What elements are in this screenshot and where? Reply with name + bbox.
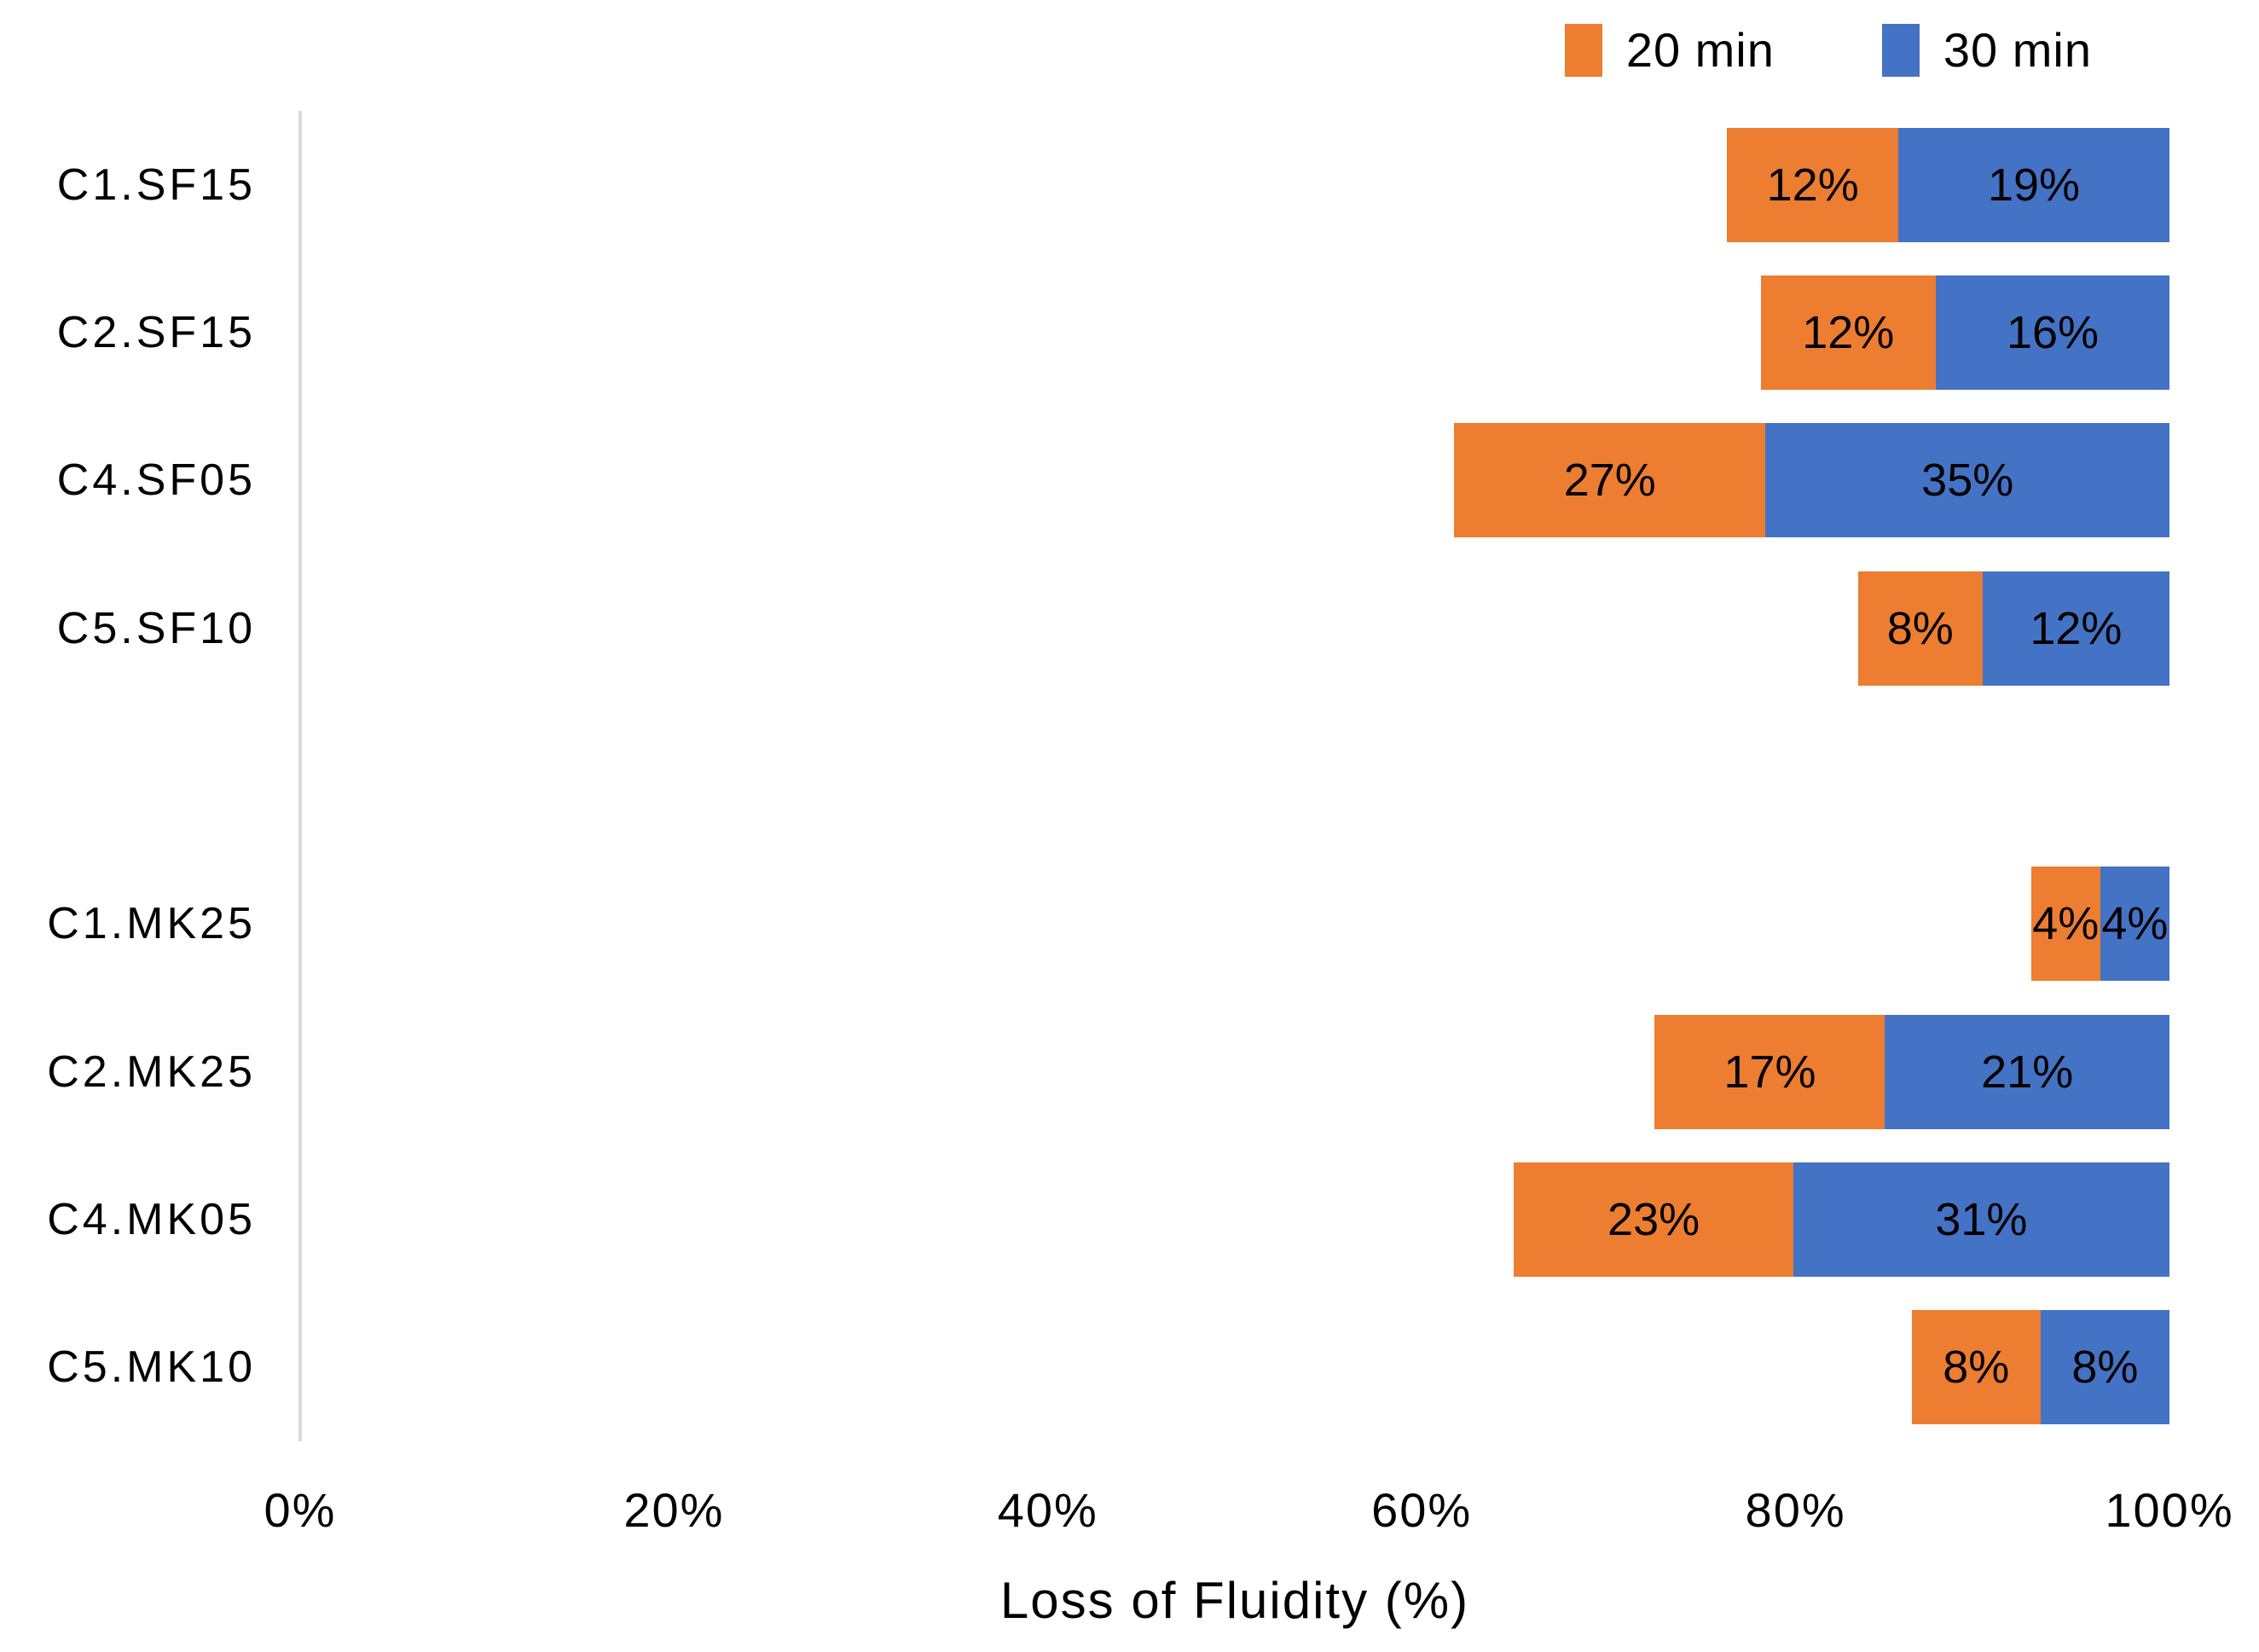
category-label: C4.SF05 [56,455,256,506]
bar-segment-30min: 21% [1885,1014,2169,1129]
legend-item-30min: 30 min [1881,22,2092,78]
x-tick-label: 60% [1371,1483,1473,1537]
bar-segment-20min: 27% [1454,423,1766,538]
stacked-bar: 8% 8% [300,1310,2169,1425]
bar-segment-30min: 19% [1898,127,2169,242]
bar-segment-30min: 12% [1982,571,2169,686]
y-axis-line [298,111,302,1441]
plot-area: C1.SF15 12% 19% C2.SF15 12% 16% C4.SF05 27% 35% C… [47,111,2169,1441]
bar-row: C4.SF05 27% 35% [57,407,2169,554]
bar-segment-30min: 4% [2100,867,2169,982]
category-label: C4.MK05 [47,1194,256,1244]
x-tick-label: 80% [1745,1483,1846,1537]
x-tick-label: 20% [623,1483,725,1537]
bar-value-label: 23% [1607,1193,1700,1245]
bar-value-label: 17% [1723,1046,1816,1098]
bar-value-label: 12% [2030,602,2123,654]
bar-row: C1.SF15 12% 19% [57,111,2169,258]
bar-value-label: 31% [1935,1193,2028,1245]
bar-row: C1.MK25 4% 4% [47,850,2169,998]
bar-segment-30min: 16% [1936,275,2169,390]
bar-value-label: 12% [1766,159,1859,211]
bar-value-label: 8% [1886,602,1954,654]
bar-value-label: 19% [1987,159,2081,211]
bar-value-label: 8% [1943,1342,2010,1394]
bar-segment-30min: 35% [1765,423,2169,538]
bar-value-label: 8% [2071,1342,2139,1394]
bar-row: C2.SF15 12% 16% [57,258,2169,406]
category-label: C2.SF15 [56,307,256,357]
x-tick-label: 40% [997,1483,1098,1537]
legend: 20 min 30 min [1564,22,2092,78]
bar-segment-20min: 8% [1911,1310,2041,1425]
bar-value-label: 16% [2006,306,2100,358]
bar-value-label: 4% [2032,898,2100,950]
legend-label-20min: 20 min [1625,23,1775,77]
category-label: C5.MK10 [47,1342,256,1393]
stacked-bar: 12% 16% [300,275,2169,390]
bar-value-label: 21% [1981,1046,2074,1098]
x-axis-title: Loss of Fluidity (%) [999,1572,1470,1629]
category-label: C1.MK25 [47,899,256,949]
bar-rows: C1.SF15 12% 19% C2.SF15 12% 16% C4.SF05 27% 35% C… [47,111,2169,1441]
stacked-bar: 4% 4% [300,867,2169,982]
bar-row: C5.MK10 8% 8% [47,1294,2169,1441]
x-tick-label: 100% [2105,1483,2234,1537]
bar-segment-20min: 8% [1857,571,1983,686]
bar-segment-30min: 31% [1793,1162,2169,1277]
stacked-bar: 17% 21% [300,1014,2169,1129]
bar-row: C5.SF10 8% 12% [57,554,2169,702]
legend-label-30min: 30 min [1943,23,2092,77]
category-label: C1.SF15 [56,159,256,210]
legend-swatch-30min-icon [1881,23,1920,77]
bar-value-label: 35% [1921,455,2014,507]
bar-row: C2.MK25 17% 21% [47,998,2169,1145]
bar-row: C4.MK05 23% 31% [47,1145,2169,1293]
legend-item-20min: 20 min [1564,22,1775,78]
bar-row-spacer [300,702,2169,849]
x-axis: 0% 20% 40% 60% 80% 100% [264,1482,2233,1542]
bar-segment-20min: 12% [1727,127,1899,242]
stacked-bar: 8% 12% [300,571,2169,686]
category-label: C5.SF10 [56,603,256,653]
stacked-bar: 12% 19% [300,127,2169,242]
bar-segment-20min: 23% [1514,1162,1793,1277]
category-label: C2.MK25 [47,1046,256,1097]
bar-segment-30min: 8% [2040,1310,2169,1425]
x-tick-label: 0% [264,1483,337,1537]
bar-segment-20min: 12% [1760,275,1936,390]
bar-segment-20min: 17% [1654,1014,1885,1129]
stacked-bar: 23% 31% [300,1162,2169,1277]
bar-segment-20min: 4% [2030,867,2100,982]
legend-swatch-20min-icon [1564,23,1602,77]
bar-value-label: 27% [1563,455,1656,507]
bar-value-label: 4% [2101,898,2169,950]
stacked-bar: 27% 35% [300,423,2169,538]
bar-value-label: 12% [1802,306,1895,358]
